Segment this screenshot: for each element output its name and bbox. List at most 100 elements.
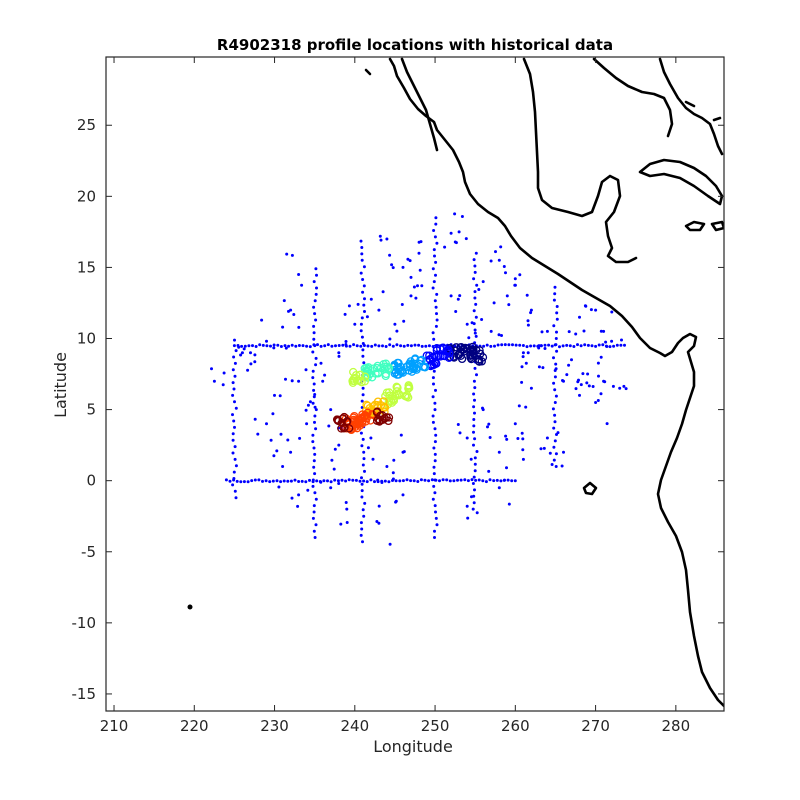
historical-profile-point [297,344,301,347]
historical-profile-point [572,345,576,348]
historical-profile-point [543,347,547,350]
historical-profile-point [506,478,510,482]
historical-profile-point [253,353,257,357]
historical-profile-point [561,379,564,382]
historical-profile-point [532,344,536,348]
historical-profile-point [306,403,310,407]
historical-profile-point [401,493,405,497]
historical-profile-point [553,343,557,347]
historical-profile-point [358,479,362,483]
x-tick-label: 230 [260,717,289,735]
historical-profile-point [511,343,514,347]
historical-profile-point [322,479,326,483]
historical-profile-point [333,478,337,482]
historical-profile-point [233,374,237,378]
historical-profile-point [246,368,250,372]
historical-profile-point [360,495,364,499]
historical-profile-point [313,536,317,539]
historical-profile-point [314,363,318,367]
y-tick-label: 25 [77,116,96,134]
float-profile-marker [360,377,369,386]
historical-profile-point [319,361,323,365]
historical-profile-point [297,493,301,497]
historical-profile-point [504,271,507,275]
plot-area [106,57,724,711]
historical-profile-point [520,365,524,369]
historical-profile-point [545,329,549,333]
historical-profile-point [431,267,435,271]
historical-profile-point [392,458,396,462]
historical-profile-point [433,536,436,539]
historical-profile-point [553,285,557,289]
historical-profile-point [304,408,308,412]
historical-profile-point [388,337,392,341]
historical-profile-point [431,331,435,335]
historical-profile-point [438,479,441,483]
historical-profile-point [361,508,365,512]
historical-profile-point [360,399,364,403]
historical-profile-point [251,344,254,348]
historical-profile-point [313,393,317,396]
historical-profile-point [432,280,436,284]
historical-profile-point [482,344,486,348]
historical-profile-point [400,303,404,306]
historical-profile-point [362,303,366,307]
historical-profile-point [265,422,268,426]
historical-profile-point [234,464,238,468]
historical-profile-point [596,399,600,402]
historical-profile-point [327,424,331,428]
caribbean-island-coastline [710,220,724,232]
historical-profile-point [467,336,471,340]
x-axis: 210 220 230 240 250 260 270 280 [100,57,690,735]
historical-profile-point [242,480,246,484]
historical-profile-point [337,351,341,355]
historical-profile-point [332,467,336,471]
historical-profile-point [323,344,327,348]
historical-profile-point [561,344,565,348]
historical-profile-point [308,345,312,349]
historical-profile-point [376,478,380,482]
historical-profile-point [449,231,453,235]
historical-profile-point [423,478,427,482]
historical-profile-point [363,297,366,301]
historical-profile-point [401,479,405,483]
historical-profile-point [362,265,366,269]
historical-profile-point [622,384,626,388]
historical-profile-point [282,479,286,483]
historical-profile-point [550,463,554,466]
historical-profile-point [594,308,598,312]
historical-profile-point [481,280,485,284]
historical-profile-point [474,315,478,319]
small-island-coastline [364,68,372,76]
historical-profile-point [516,437,520,440]
historical-profile-point [488,478,492,482]
historical-profile-point [257,478,261,482]
historical-profile-point [232,387,236,391]
historical-profile-point [434,388,437,392]
float-profile-marker [404,382,414,391]
historical-profile-point [597,343,601,347]
historical-profile-point [233,457,237,461]
historical-profile-point [489,329,493,333]
historical-profile-point [497,333,501,337]
historical-profile-point [359,239,363,243]
historical-profile-point [383,479,387,483]
historical-profile-point [385,465,389,468]
historical-profile-point [480,318,484,321]
float-profile-marker [395,367,405,376]
historical-profile-point [359,533,363,537]
historical-profile-point [521,344,525,347]
historical-profile-point [284,346,288,350]
historical-profile-point [473,331,477,335]
historical-profile-point [311,484,315,488]
historical-profile-point [234,496,238,500]
historical-profile-point [313,472,317,476]
historical-profile-point [315,479,319,483]
historical-profile-point [284,377,287,381]
x-tick-label: 220 [180,717,209,735]
east-coast-outline [658,57,724,156]
historical-profile-point [433,299,437,303]
historical-profile-point [379,238,383,242]
float-profile-marker [352,424,362,433]
